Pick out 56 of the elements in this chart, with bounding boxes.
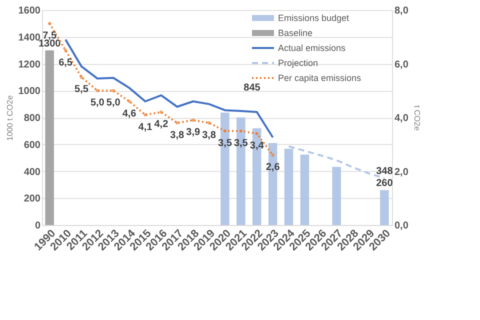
point [160, 110, 163, 114]
y-axis-title: 1000 t CO2e [5, 94, 14, 141]
y2-tick-label: 4,0 [394, 113, 409, 124]
y-tick-label: 0 [34, 220, 41, 232]
y2-tick-label: 2,0 [394, 166, 409, 178]
point [128, 100, 131, 103]
legend-label: Per capita emissions [278, 73, 362, 83]
point [48, 22, 52, 26]
point [192, 118, 195, 122]
point [176, 121, 179, 124]
y2-axis-title: t CO2e [412, 105, 422, 132]
point [223, 129, 227, 133]
point [144, 113, 147, 116]
data-label: 5,0 [106, 98, 121, 109]
point [64, 48, 68, 52]
y2-tick-label: 8,0 [394, 6, 409, 16]
data-label: 3,5 [234, 138, 248, 149]
data-label: 4,6 [122, 108, 137, 120]
point [96, 89, 99, 92]
y-tick-label: 200 [24, 194, 41, 205]
data-label: 3,9 [186, 127, 200, 138]
data-label: 260 [376, 178, 394, 190]
data-label: 4,1 [138, 122, 153, 133]
point [112, 89, 115, 92]
legend-label: Projection [278, 58, 318, 68]
bar [380, 190, 389, 225]
data-label: 3,8 [202, 130, 216, 141]
data-label: 5,0 [90, 98, 105, 109]
y-tick-label: 600 [24, 140, 41, 151]
annotation: 845 [244, 82, 261, 94]
point [271, 154, 274, 157]
legend-label: Emissions budget [278, 13, 350, 23]
data-label: 6,5 [58, 57, 73, 68]
bar [268, 143, 278, 225]
legend-label: Baseline [278, 28, 313, 38]
bar [332, 166, 341, 225]
bar [45, 50, 54, 225]
point [255, 132, 258, 136]
y-tick-label: 1000 [18, 86, 41, 98]
legend-label: Actual emissions [278, 43, 346, 53]
data-label: 4,2 [154, 119, 169, 130]
y-tick-label: 800 [24, 113, 41, 124]
point [207, 121, 211, 124]
data-label: 3,4 [250, 140, 264, 152]
point [80, 76, 84, 79]
y-tick-label: 400 [24, 166, 41, 178]
y-tick-label: 1200 [18, 59, 41, 70]
y2-tick-label: 6,0 [394, 59, 409, 70]
data-label: 3,5 [218, 138, 232, 149]
data-label: 5,5 [74, 84, 89, 96]
point [239, 129, 242, 133]
data-label: 3,8 [170, 130, 185, 141]
data-label: 2,6 [266, 162, 280, 174]
y2-tick-label: 0,0 [394, 220, 409, 232]
y-tick-label: 1600 [18, 6, 41, 16]
data-label: 348 [376, 166, 394, 178]
